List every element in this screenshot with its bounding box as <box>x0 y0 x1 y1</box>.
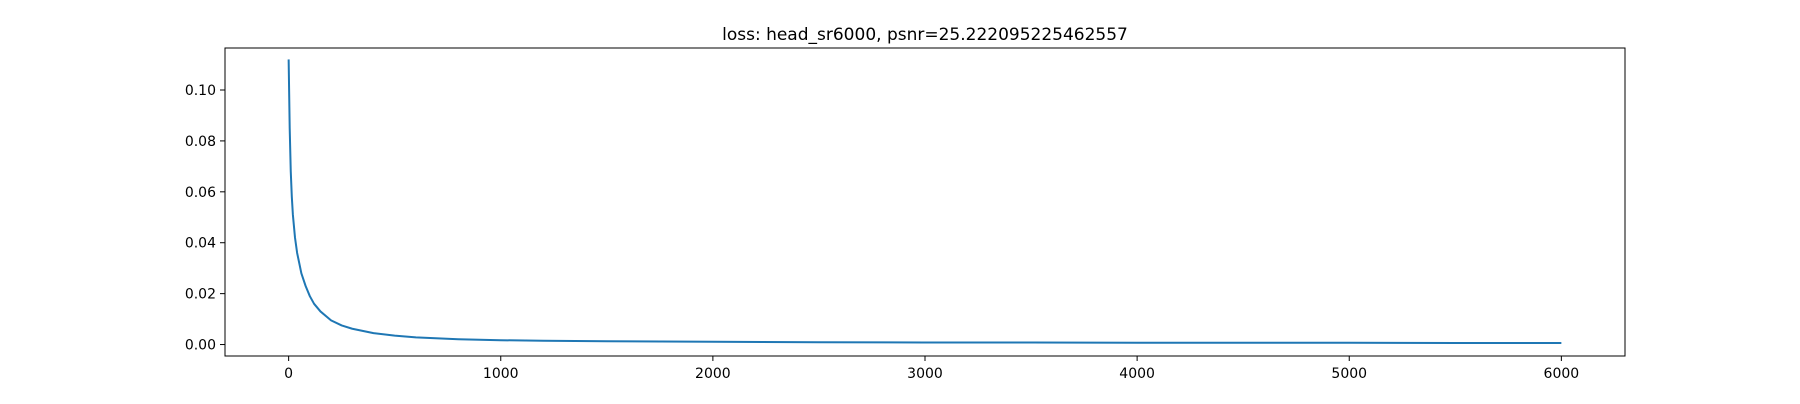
axis-ticks: 0 1000 2000 3000 4000 5000 6000 0.00 0.02 0.04 0.0… <box>185 83 1579 382</box>
loss-series-line <box>287 59 1562 345</box>
x-tick-label: 0 <box>284 366 293 382</box>
y-tick-label: 0.06 <box>185 185 216 201</box>
y-tick-label: 0.04 <box>185 236 216 252</box>
x-tick-label: 6000 <box>1544 366 1580 382</box>
plot-area <box>287 59 1562 345</box>
y-tick-label: 0.10 <box>185 83 216 99</box>
x-tick-label: 5000 <box>1331 366 1367 382</box>
x-tick-label: 4000 <box>1119 366 1155 382</box>
y-tick-label: 0.00 <box>185 338 216 354</box>
y-tick-label: 0.08 <box>185 134 216 150</box>
x-tick-label: 1000 <box>483 366 519 382</box>
y-tick-label: 0.02 <box>185 287 216 303</box>
x-tick-label: 2000 <box>695 366 731 382</box>
plot-frame <box>224 47 1626 357</box>
chart-title: loss: head_sr6000, psnr=25.2220952254625… <box>722 25 1128 45</box>
x-tick-label: 3000 <box>907 366 943 382</box>
